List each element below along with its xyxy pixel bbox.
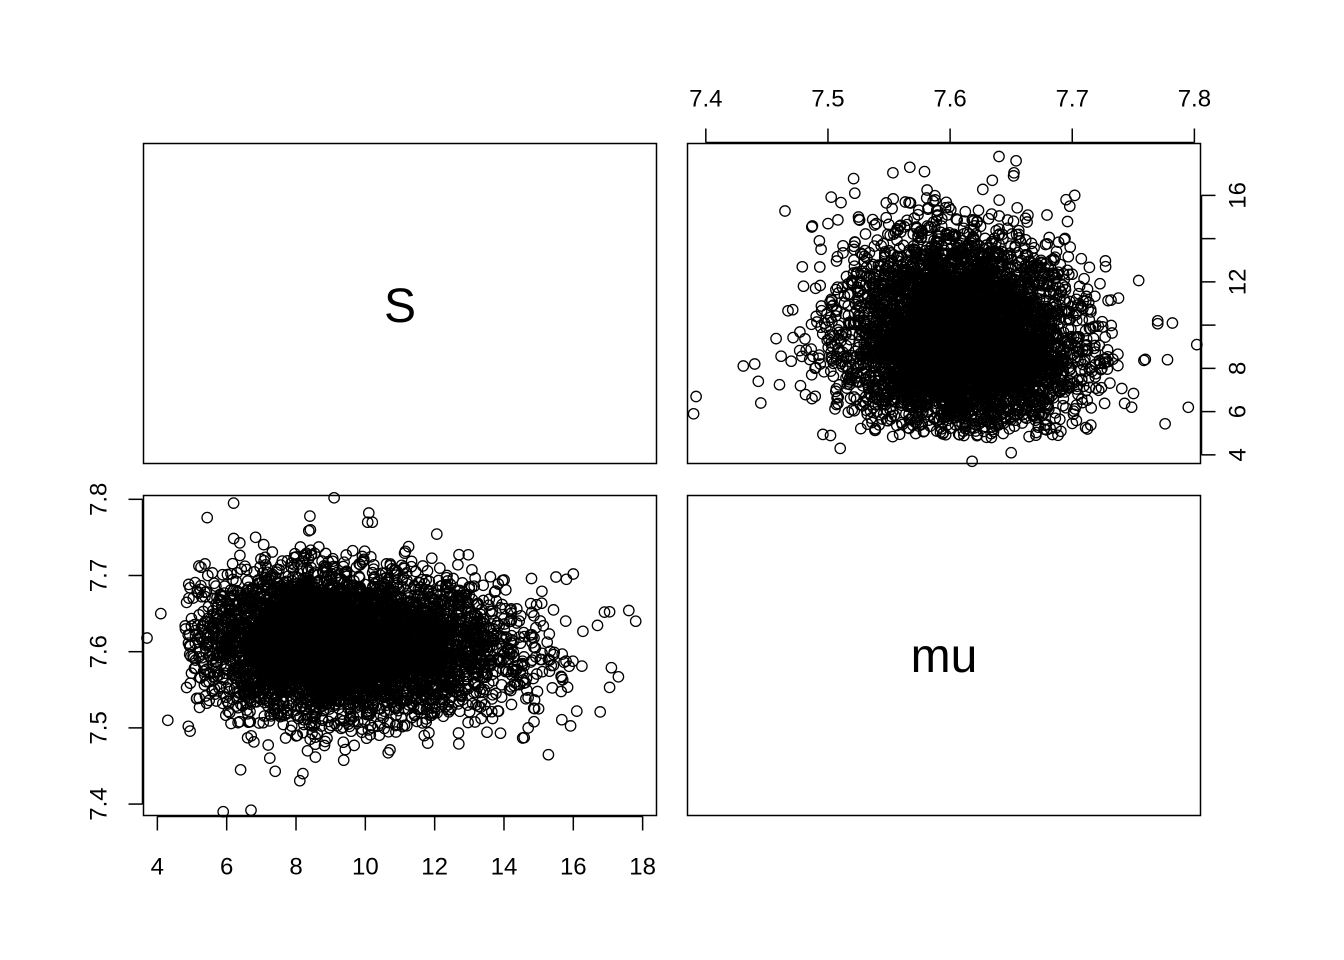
scatter-point — [1159, 417, 1171, 430]
scatter-point — [1127, 387, 1140, 400]
scatter-point — [833, 379, 846, 391]
scatter-point — [1064, 241, 1077, 253]
scatter-point — [887, 166, 899, 179]
scatter-point — [1132, 274, 1145, 287]
panel-frame-bottom-left — [142, 494, 658, 817]
scatter-points-mu-vs-s — [687, 150, 1203, 468]
scatter-point — [737, 360, 750, 372]
scatter-point — [1022, 209, 1034, 221]
scatter-point — [972, 204, 985, 217]
scatter-point — [837, 239, 849, 252]
scatter-point — [787, 331, 799, 344]
scatter-point — [794, 379, 807, 392]
scatter-point — [859, 228, 872, 240]
scatter-point — [1043, 231, 1056, 244]
scatter-point — [825, 191, 838, 203]
panel-frame-top-left — [142, 142, 658, 465]
scatter-point — [1011, 201, 1024, 214]
scatter-point — [986, 174, 999, 187]
scatter-point — [880, 211, 893, 224]
scatter-point — [775, 350, 787, 363]
scatter-point — [832, 214, 844, 226]
scatter-point — [993, 210, 1006, 222]
scatter-point — [1138, 354, 1150, 367]
scatter-point — [847, 172, 860, 185]
scatter-point — [1112, 292, 1125, 304]
scatter-point — [817, 428, 829, 441]
scatter-point — [951, 214, 964, 226]
scatter-point — [1023, 430, 1035, 443]
scatter-point — [793, 344, 806, 357]
scatter-point — [773, 378, 786, 391]
scatter-point — [813, 349, 826, 361]
scatter-point — [1087, 332, 1100, 345]
scatter-point — [1019, 212, 1032, 225]
scatter-point — [1115, 382, 1128, 395]
panel-frame-top-right — [686, 142, 1202, 465]
variable-label-mu: mu — [911, 630, 978, 683]
scatter-point — [785, 355, 798, 368]
scatter-point — [1094, 277, 1106, 290]
scatter-point — [779, 205, 791, 217]
scatter-point — [976, 183, 989, 196]
scatter-point — [1062, 250, 1075, 263]
variable-label-s: S — [384, 280, 416, 333]
scatter-point — [835, 196, 847, 209]
scatter-point — [1041, 209, 1053, 221]
scatter-point — [770, 332, 782, 345]
scatter-point — [794, 326, 806, 338]
scatter-point — [824, 429, 837, 442]
scatter-point — [848, 254, 860, 266]
scatter-point — [1061, 215, 1074, 228]
panel-frame-bottom-right — [686, 494, 1202, 817]
scatter-point — [1075, 252, 1088, 265]
scatter-point — [1098, 397, 1111, 410]
scatter-point — [886, 202, 898, 215]
scatter-point — [1057, 399, 1069, 412]
scatter-point — [1059, 232, 1071, 245]
